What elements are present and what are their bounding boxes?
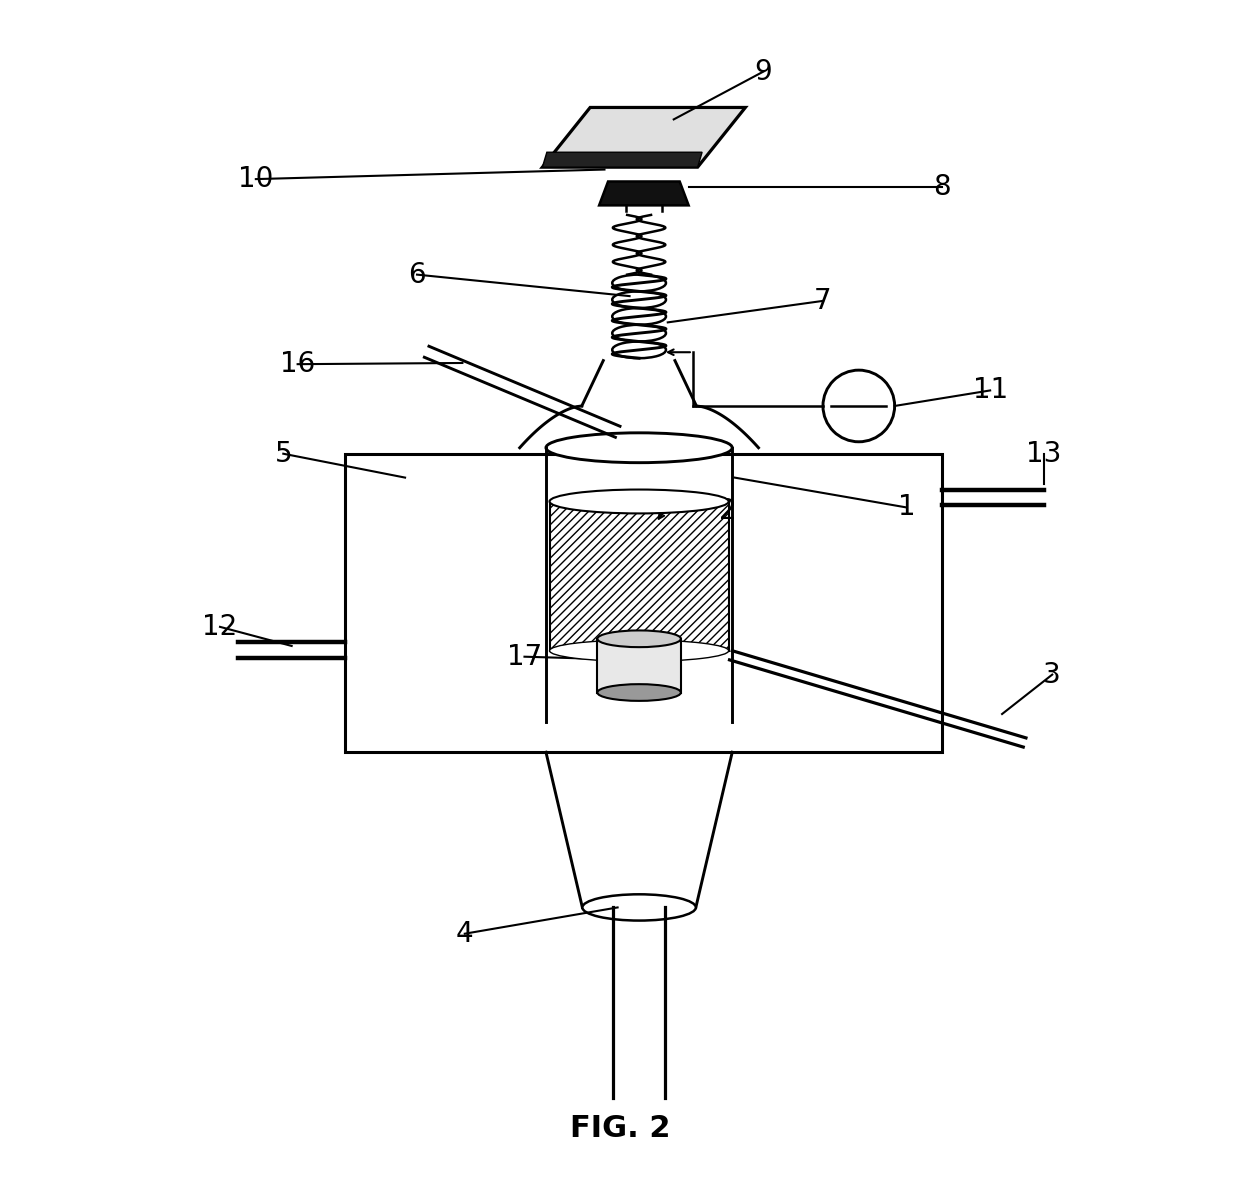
Text: 3: 3 <box>1043 660 1061 689</box>
Bar <box>346 454 942 752</box>
Text: FIG. 2: FIG. 2 <box>569 1114 671 1143</box>
Polygon shape <box>542 107 745 167</box>
Text: 4: 4 <box>456 919 474 948</box>
Bar <box>549 501 729 651</box>
Text: 1: 1 <box>898 493 915 522</box>
Text: 13: 13 <box>1027 439 1061 468</box>
Text: 6: 6 <box>408 260 425 289</box>
Text: 8: 8 <box>934 173 951 202</box>
Bar <box>598 639 681 693</box>
Text: 16: 16 <box>280 350 315 378</box>
Ellipse shape <box>598 684 681 701</box>
Polygon shape <box>599 181 688 205</box>
Ellipse shape <box>549 490 729 513</box>
Text: 5: 5 <box>274 439 293 468</box>
Text: 17: 17 <box>507 642 542 671</box>
Text: 9: 9 <box>754 57 773 86</box>
Text: 12: 12 <box>202 613 238 641</box>
Ellipse shape <box>583 894 696 921</box>
Ellipse shape <box>598 630 681 647</box>
Text: 7: 7 <box>815 287 832 315</box>
Ellipse shape <box>549 640 729 661</box>
Text: 11: 11 <box>972 376 1008 405</box>
Text: 10: 10 <box>238 165 274 193</box>
Ellipse shape <box>546 433 733 462</box>
Polygon shape <box>542 153 702 167</box>
Text: 2: 2 <box>719 497 737 525</box>
